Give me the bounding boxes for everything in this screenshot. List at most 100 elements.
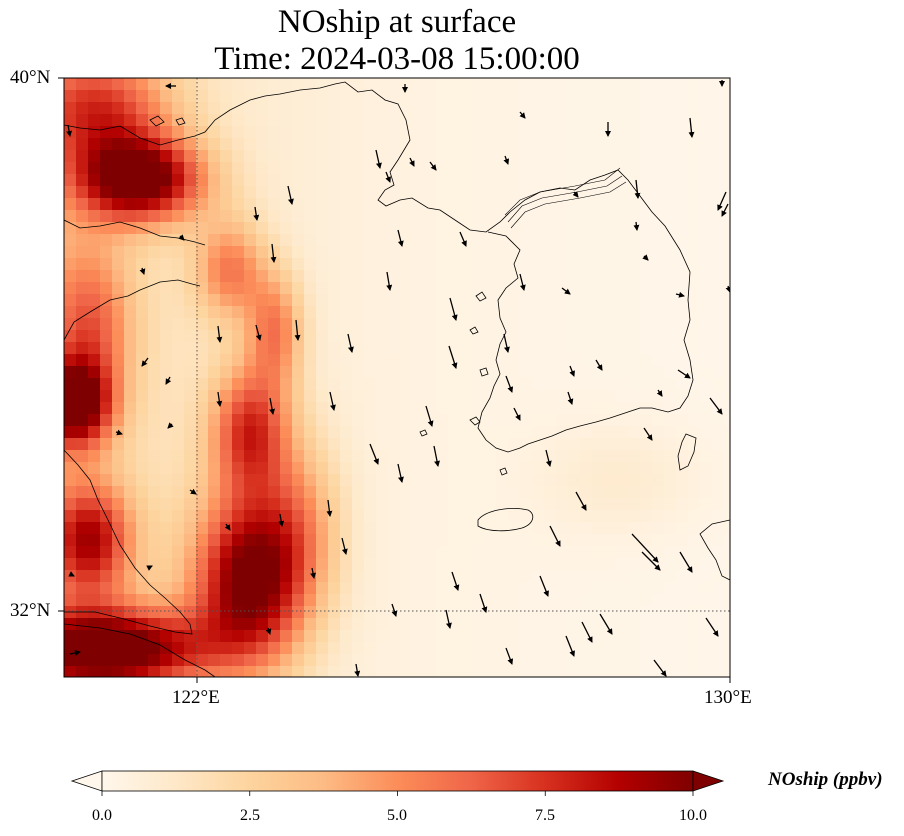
field-cell <box>652 438 665 451</box>
field-cell <box>496 390 509 403</box>
field-cell <box>316 234 329 247</box>
field-cell <box>292 306 305 319</box>
field-cell <box>352 90 365 103</box>
field-cell <box>268 642 281 655</box>
field-cell <box>484 78 497 91</box>
field-cell <box>328 366 341 379</box>
field-cell <box>568 330 581 343</box>
wind-vector <box>66 124 73 137</box>
field-cell <box>724 246 730 259</box>
field-cell <box>652 306 665 319</box>
field-cell <box>604 582 617 595</box>
field-cell <box>376 342 389 355</box>
field-cell <box>712 270 725 283</box>
field-cell <box>484 414 497 427</box>
field-cell <box>184 306 197 319</box>
field-cell <box>292 246 305 259</box>
field-cell <box>700 546 713 559</box>
field-cell <box>352 630 365 643</box>
field-cell <box>280 282 293 295</box>
field-cell <box>520 534 533 547</box>
field-cell <box>460 594 473 607</box>
field-cell <box>592 138 605 151</box>
field-cell <box>592 354 605 367</box>
field-cell <box>628 390 641 403</box>
field-cell <box>508 114 521 127</box>
field-cell <box>460 246 473 259</box>
field-cell <box>232 90 245 103</box>
field-cell <box>136 306 149 319</box>
field-cell <box>244 534 257 547</box>
field-cell <box>484 558 497 571</box>
field-cell <box>232 222 245 235</box>
field-cell <box>604 282 617 295</box>
field-cell <box>628 258 641 271</box>
field-cell <box>700 210 713 223</box>
field-cell <box>460 522 473 535</box>
field-cell <box>604 186 617 199</box>
field-cell <box>280 546 293 559</box>
field-cell <box>700 582 713 595</box>
field-cell <box>532 618 545 631</box>
field-cell <box>508 174 521 187</box>
field-cell <box>376 174 389 187</box>
field-cell <box>196 498 209 511</box>
field-cell <box>460 558 473 571</box>
field-cell <box>412 270 425 283</box>
field-cell <box>568 234 581 247</box>
field-cell <box>172 246 185 259</box>
field-cell <box>160 462 173 475</box>
field-cell <box>76 210 89 223</box>
map-frame <box>63 77 731 678</box>
field-cell <box>328 582 341 595</box>
field-cell <box>592 174 605 187</box>
field-cell <box>244 486 257 499</box>
field-cell <box>712 150 725 163</box>
field-cell <box>112 402 125 415</box>
field-cell <box>304 618 317 631</box>
field-cell <box>604 270 617 283</box>
field-cell <box>676 510 689 523</box>
field-cell <box>448 198 461 211</box>
field-cell <box>208 510 221 523</box>
field-cell <box>688 198 701 211</box>
field-cell <box>724 582 730 595</box>
field-cell <box>352 222 365 235</box>
colorbar-tick-2-5: 2.5 <box>240 807 260 824</box>
field-cell <box>424 402 437 415</box>
field-cell <box>184 438 197 451</box>
field-cell <box>280 558 293 571</box>
field-cell <box>376 378 389 391</box>
field-cell <box>472 534 485 547</box>
field-cell <box>340 258 353 271</box>
field-cell <box>256 402 269 415</box>
field-cell <box>160 498 173 511</box>
field-cell <box>76 306 89 319</box>
field-cell <box>628 606 641 619</box>
field-cell <box>364 282 377 295</box>
wind-vector <box>539 575 549 597</box>
field-cell <box>568 654 581 667</box>
field-cell <box>640 498 653 511</box>
field-cell <box>724 198 730 211</box>
field-cell <box>472 246 485 259</box>
field-cell <box>100 438 113 451</box>
field-cell <box>688 306 701 319</box>
field-cell <box>604 474 617 487</box>
field-cell <box>616 294 629 307</box>
field-cell <box>376 150 389 163</box>
field-cell <box>484 270 497 283</box>
field-cell <box>520 318 533 331</box>
field-cell <box>292 654 305 667</box>
field-cell <box>100 606 113 619</box>
field-cell <box>388 330 401 343</box>
field-cell <box>352 378 365 391</box>
field-cell <box>136 462 149 475</box>
field-cell <box>424 102 437 115</box>
field-cell <box>268 438 281 451</box>
field-cell <box>364 270 377 283</box>
field-cell <box>364 210 377 223</box>
wind-vector <box>721 203 729 217</box>
field-cell <box>520 78 533 91</box>
field-cell <box>580 642 593 655</box>
